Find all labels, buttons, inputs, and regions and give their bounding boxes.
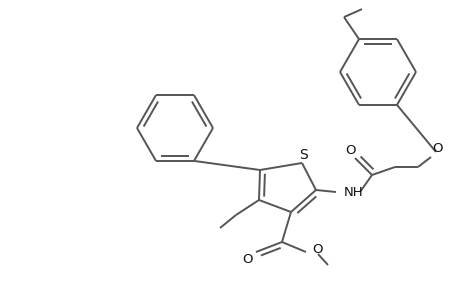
Text: NH: NH — [343, 185, 363, 199]
Text: O: O — [242, 254, 253, 266]
Text: O: O — [311, 244, 322, 256]
Text: S: S — [299, 148, 308, 162]
Text: O: O — [432, 142, 442, 155]
Text: O: O — [345, 143, 355, 157]
